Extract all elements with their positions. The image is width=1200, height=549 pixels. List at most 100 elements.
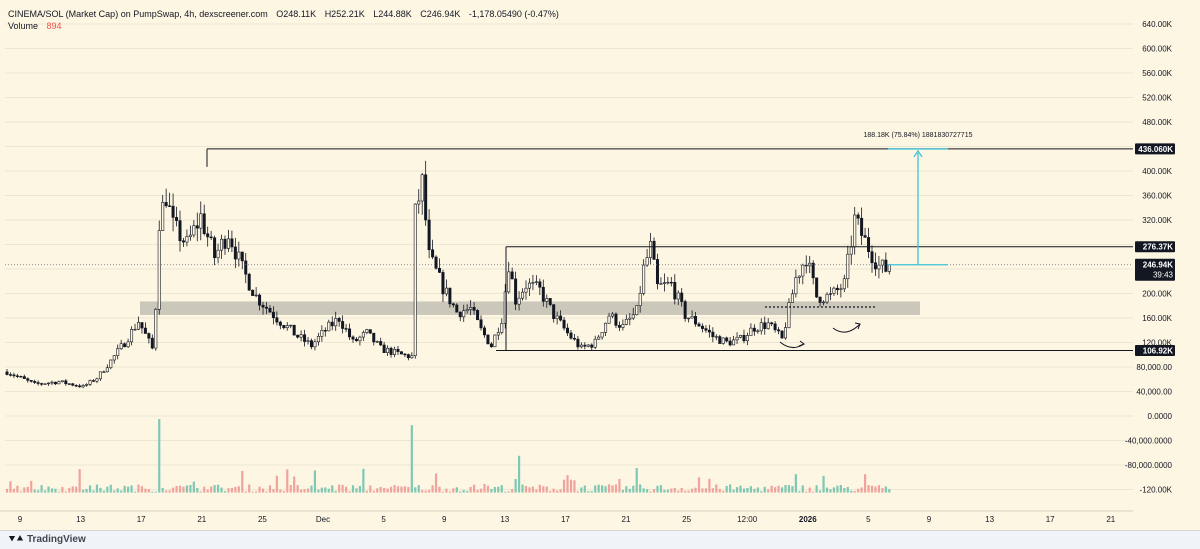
candle-body xyxy=(226,238,230,249)
candle-body xyxy=(271,311,275,319)
candle-body xyxy=(655,259,659,285)
candle-body xyxy=(386,347,390,353)
time-tick: 21 xyxy=(622,515,631,524)
candle-body xyxy=(389,347,393,355)
volume-bar xyxy=(303,489,306,493)
volume-bar xyxy=(725,486,728,493)
volume-bar xyxy=(573,480,576,493)
volume-bar xyxy=(216,484,220,493)
candle-body xyxy=(507,271,511,293)
volume-bar xyxy=(732,489,735,493)
candle-body xyxy=(223,238,227,249)
price-tick: 200.00K xyxy=(1142,290,1172,299)
candle-body xyxy=(396,348,400,352)
volume-bar xyxy=(590,491,593,493)
candle-body xyxy=(147,333,151,339)
volume-bar xyxy=(282,491,285,493)
candle-body xyxy=(728,340,732,346)
volume-bar xyxy=(334,490,337,493)
candle-body xyxy=(313,341,317,348)
volume-bar xyxy=(639,484,642,493)
candle-body xyxy=(548,298,552,305)
candle-body xyxy=(365,329,369,333)
candle-body xyxy=(545,298,549,302)
tradingview-logo[interactable]: ⯆⯅ TradingView xyxy=(8,534,86,545)
candle-body xyxy=(811,262,815,279)
volume-bar xyxy=(580,487,583,493)
candle-body xyxy=(448,287,452,305)
volume-bar xyxy=(151,491,154,493)
volume-bars xyxy=(5,419,891,493)
candle-body xyxy=(458,311,462,318)
candle-body xyxy=(880,259,884,266)
volume-bar xyxy=(566,475,569,493)
candle-body xyxy=(119,343,123,350)
candle-body xyxy=(680,292,684,302)
candle-body xyxy=(825,294,829,303)
volume-bar xyxy=(158,419,161,493)
volume-bar xyxy=(794,474,797,493)
volume-bar xyxy=(9,481,12,493)
volume-bar xyxy=(562,479,566,493)
candle-body xyxy=(759,322,763,332)
time-tick: 21 xyxy=(197,515,206,524)
volume-bar xyxy=(767,489,770,493)
annotations: 188.18K (75.84%) 1881830727715 xyxy=(779,132,973,348)
volume-bar xyxy=(611,485,614,493)
candle-body xyxy=(105,367,109,373)
ohlc-change: -1,178.05490 (-0.47%) xyxy=(468,9,559,19)
volume-bar xyxy=(261,488,265,493)
candle-body xyxy=(240,251,244,262)
candle-body xyxy=(818,296,822,303)
candle-body xyxy=(562,319,566,329)
candle-body xyxy=(839,288,843,291)
volume-bar xyxy=(500,485,503,493)
candle-body xyxy=(85,384,89,386)
volume-bar xyxy=(85,488,88,493)
candle-body xyxy=(437,267,441,273)
volume-bar xyxy=(583,485,586,493)
volume-bar xyxy=(324,487,327,493)
candle-body xyxy=(569,332,573,339)
candle-body xyxy=(361,332,365,338)
volume-bar xyxy=(888,489,891,493)
candle-body xyxy=(711,331,715,338)
candle-body xyxy=(842,278,846,290)
candle-body xyxy=(348,328,352,338)
candle-body xyxy=(323,329,327,332)
candle-body xyxy=(47,382,51,385)
candle-body xyxy=(856,214,860,219)
volume-bar xyxy=(511,489,514,493)
volume-bar xyxy=(279,489,282,493)
volume-bar xyxy=(607,484,611,493)
volume-bar xyxy=(268,485,272,493)
candle-body xyxy=(607,315,611,324)
volume-bar xyxy=(459,491,462,493)
volume-bar xyxy=(223,491,227,493)
volume-bar xyxy=(670,488,673,493)
candle-body xyxy=(29,380,33,382)
volume-bar xyxy=(414,487,417,493)
tradingview-icon: ⯆⯅ xyxy=(8,534,24,545)
volume-bar xyxy=(798,491,801,493)
volume-bar xyxy=(241,470,244,493)
volume-bar xyxy=(255,491,258,493)
volume-bar xyxy=(23,487,26,493)
volume-bar xyxy=(597,484,600,493)
volume-bar xyxy=(684,490,687,493)
candle-body xyxy=(354,338,358,342)
candle-body xyxy=(334,318,338,327)
candle-body xyxy=(524,287,528,293)
candle-body xyxy=(413,203,417,356)
candle-body xyxy=(202,213,206,235)
candle-body xyxy=(164,202,168,207)
volume-bar xyxy=(646,489,649,493)
candle-body xyxy=(867,237,871,252)
volume-bar xyxy=(850,490,853,493)
volume-bar xyxy=(33,489,36,493)
volume-bar xyxy=(486,485,490,493)
brand-label: TradingView xyxy=(27,534,86,545)
key-levels xyxy=(5,148,1133,352)
candle-body xyxy=(815,277,819,298)
